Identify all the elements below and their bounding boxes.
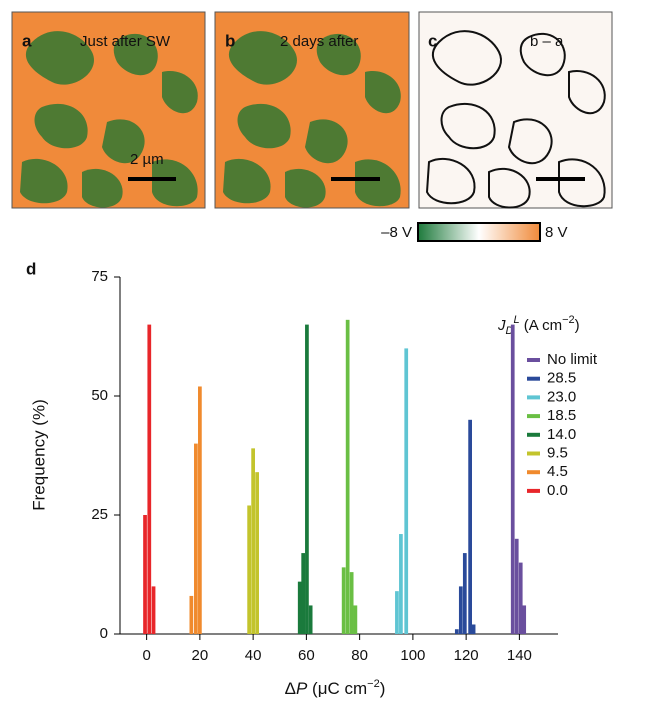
legend-label: 14.0 [547,426,576,443]
panel-label: d [26,259,36,278]
panel-a: a Just after SW 2 µm [11,11,206,209]
legend-label: 18.5 [547,407,576,424]
panel-b: b 2 days after [214,11,410,209]
x-tick-label: 80 [351,647,368,664]
panel-c: c b – a [418,11,613,209]
bar [471,624,476,634]
bar [143,515,147,634]
bar [341,567,346,634]
legend-title-part: ) [575,317,580,334]
legend-title-part: D [506,325,514,337]
colorbar-max: 8 V [545,224,568,241]
bar [247,505,252,634]
x-tick-label: 0 [142,647,150,664]
x-axis-label: ΔP (μC cm−2) [285,678,386,699]
bar [518,562,523,634]
legend-label: 9.5 [547,444,568,461]
y-tick-label: 75 [91,268,108,285]
x-label-part: ) [380,679,386,698]
legend-title-part: L [513,314,519,326]
bar [251,448,255,634]
x-label-part: −2 [367,678,380,690]
legend-title-part: (A cm [520,317,563,334]
bar [404,348,409,634]
x-tick-label: 100 [400,647,425,664]
x-tick-label: 40 [245,647,262,664]
bar [514,538,519,634]
legend-label: 0.0 [547,482,568,499]
panel-label: b [225,31,235,50]
panel-label: a [22,31,32,50]
bar [194,443,198,634]
bar [147,324,152,634]
bar [458,586,463,634]
x-label-part: (μC cm [307,679,367,698]
bar [305,324,309,634]
panel-caption: 2 days after [280,33,358,50]
bar [308,605,313,634]
bar [151,586,156,634]
bar [301,553,306,634]
bar [510,324,515,634]
bar [255,472,259,634]
panel-caption: Just after SW [80,33,171,50]
panel-label: c [428,31,437,50]
legend-label: 23.0 [547,388,576,405]
bar [189,595,194,634]
colorbar [417,222,541,242]
legend-label: No limit [547,351,598,368]
scale-bar-label: 2 µm [130,151,164,168]
x-tick-label: 140 [507,647,532,664]
bar [399,534,403,634]
legend-label: 28.5 [547,370,576,387]
x-tick-label: 60 [298,647,315,664]
bar [462,553,467,634]
legend-title-part: −2 [562,314,575,326]
x-tick-label: 20 [192,647,209,664]
y-tick-label: 25 [91,506,108,523]
colorbar-min: –8 V [381,224,412,241]
bar [522,605,527,634]
x-label-part: P [296,679,308,698]
x-tick-label: 120 [454,647,479,664]
legend-label: 4.5 [547,463,568,480]
bar [454,629,459,634]
y-tick-label: 50 [91,387,108,404]
bar [345,319,350,634]
panel-caption: b – a [530,33,564,50]
legend-title: JDL (A cm−2) [497,314,580,337]
bar [297,581,302,634]
bar [198,386,202,634]
bar [395,591,399,634]
legend-title-part: J [497,317,506,334]
x-label-part: Δ [285,679,296,698]
bar [468,419,472,634]
bar [349,572,354,634]
y-tick-label: 0 [100,625,108,642]
y-axis-label: Frequency (%) [29,399,48,510]
bar [353,605,358,634]
